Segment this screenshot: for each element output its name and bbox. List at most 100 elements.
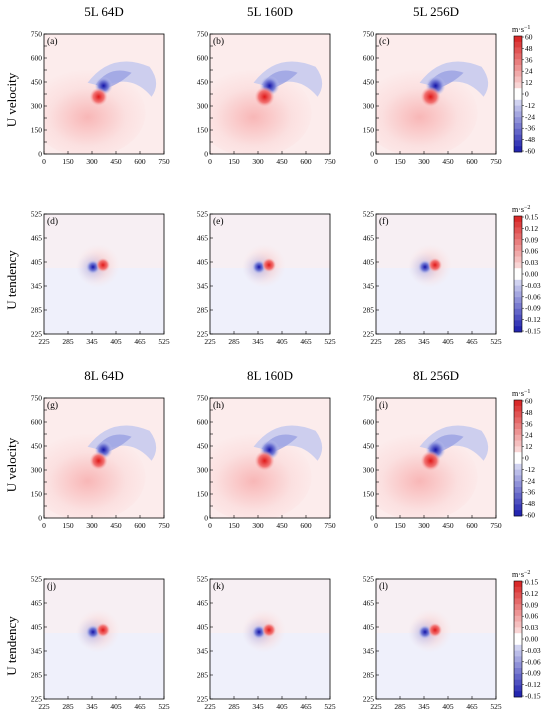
x-tick-label: 450 (110, 157, 122, 166)
colorbar-swatch (514, 250, 522, 257)
x-tick-label: 300 (252, 157, 264, 166)
colorbar-swatch (514, 639, 522, 646)
panel-frame (375, 578, 497, 700)
y-tick-label: 150 (363, 490, 375, 499)
colorbar-swatch (514, 99, 522, 106)
x-tick-label: 0 (42, 157, 46, 166)
colorbar-swatch (514, 405, 522, 412)
panel-b: (b) 0 150 300 450 600 750 0 150 300 450 600 750 (197, 30, 336, 167)
panel-label: (g) (47, 400, 58, 411)
colorbar-swatch (514, 123, 522, 130)
x-tick-label: 465 (466, 702, 478, 711)
x-tick-label: 600 (134, 157, 146, 166)
colorbar-swatch (514, 481, 522, 488)
colorbar-tick-label: -12 (525, 101, 535, 110)
positive-core (89, 87, 108, 106)
colorbar-swatch (514, 673, 522, 680)
colorbar-tick-label: -48 (525, 135, 535, 144)
y-tick-label: 465 (31, 234, 43, 243)
x-tick-label: 345 (418, 337, 430, 346)
panel-frame (209, 213, 331, 335)
y-tick-label: 600 (31, 418, 43, 427)
colorbar-swatch (514, 463, 522, 470)
x-tick-label: 750 (324, 521, 336, 530)
y-tick-label: 345 (363, 282, 375, 291)
y-tick-label: 300 (363, 102, 375, 111)
panel-label: (i) (379, 400, 388, 411)
y-tick-label: 150 (31, 126, 43, 135)
colorbar-swatch (514, 140, 522, 147)
x-tick-label: 525 (324, 702, 336, 711)
y-tick-label: 450 (197, 78, 209, 87)
colorbar-swatch (514, 314, 522, 321)
y-tick-label: 450 (31, 78, 43, 87)
x-tick-label: 405 (442, 702, 454, 711)
y-tick-label: 345 (197, 282, 209, 291)
colorbar-tick-label: -0.03 (525, 646, 541, 655)
panel-f: (f) 225 285 345 405 465 525 225 285 345 405 465 525 (363, 210, 502, 347)
x-tick-label: 345 (86, 337, 98, 346)
y-tick-label: 0 (370, 514, 374, 523)
colorbar-swatch (514, 498, 522, 505)
panel-label: (j) (47, 581, 56, 592)
column-title-8l-256d: 8L 256D (412, 368, 460, 383)
colorbar-swatch (514, 662, 522, 669)
colorbar-tick-label: 0.15 (525, 213, 538, 222)
colorbar-swatch (514, 82, 522, 89)
x-tick-label: 225 (38, 702, 50, 711)
colorbar-swatch (514, 303, 522, 310)
colorbar-swatch (514, 274, 522, 281)
positive-region (210, 68, 312, 154)
y-tick-label: 405 (31, 258, 43, 267)
colorbar-swatch (514, 245, 522, 252)
colorbar-swatch (514, 59, 522, 66)
x-tick-label: 450 (110, 521, 122, 530)
colorbar-tick-label: 36 (525, 419, 533, 428)
y-tick-label: 405 (363, 623, 375, 632)
y-tick-label: 345 (197, 647, 209, 656)
colorbar-unit-exponent: −2 (524, 570, 530, 576)
y-tick-label: 285 (197, 306, 209, 315)
colorbar-tick-label: -0.06 (525, 657, 541, 666)
y-tick-label: 285 (363, 671, 375, 680)
colorbar-swatch (514, 65, 522, 72)
x-tick-label: 405 (110, 337, 122, 346)
panel-a: (a) 0 150 300 450 600 750 0 150 300 450 600 750 (31, 30, 170, 167)
positive-core (262, 258, 276, 272)
x-tick-label: 150 (228, 521, 240, 530)
y-tick-label: 450 (197, 442, 209, 451)
x-tick-label: 345 (86, 702, 98, 711)
colorbar-swatch (514, 262, 522, 269)
y-tick-label: 750 (363, 30, 375, 39)
colorbar-tick-label: 0.03 (525, 258, 538, 267)
y-tick-label: 225 (363, 695, 375, 704)
x-tick-label: 525 (490, 702, 502, 711)
x-tick-label: 285 (394, 702, 406, 711)
colorbar-tick-label: 0 (525, 454, 529, 463)
positive-core (96, 623, 110, 637)
panel-frame (43, 578, 165, 700)
y-tick-label: 750 (363, 394, 375, 403)
x-tick-label: 300 (86, 521, 98, 530)
colorbar-tick-label: 0.00 (525, 270, 538, 279)
colorbar-swatch (514, 492, 522, 499)
colorbar-swatch (514, 239, 522, 246)
colorbar-swatch (514, 504, 522, 511)
colorbar-tick-label: 24 (525, 67, 533, 76)
y-tick-label: 465 (197, 234, 209, 243)
panel-j: (j) 225 285 345 405 465 525 225 285 345 405 465 525 (31, 575, 170, 712)
x-tick-label: 225 (204, 702, 216, 711)
colorbar-swatch (514, 105, 522, 112)
colorbar-tick-label: 0.00 (525, 635, 538, 644)
y-tick-label: 450 (363, 442, 375, 451)
column-title-5l-256d: 5L 256D (412, 4, 460, 19)
colorbar-swatch (514, 41, 522, 48)
colorbar-swatch (514, 656, 522, 663)
colorbar-swatch (514, 615, 522, 622)
colorbar-swatch (514, 279, 522, 286)
y-tick-label: 300 (197, 102, 209, 111)
y-tick-label: 300 (197, 466, 209, 475)
y-tick-label: 525 (197, 210, 209, 219)
colorbar-swatch (514, 679, 522, 686)
y-tick-label: 0 (204, 150, 208, 159)
